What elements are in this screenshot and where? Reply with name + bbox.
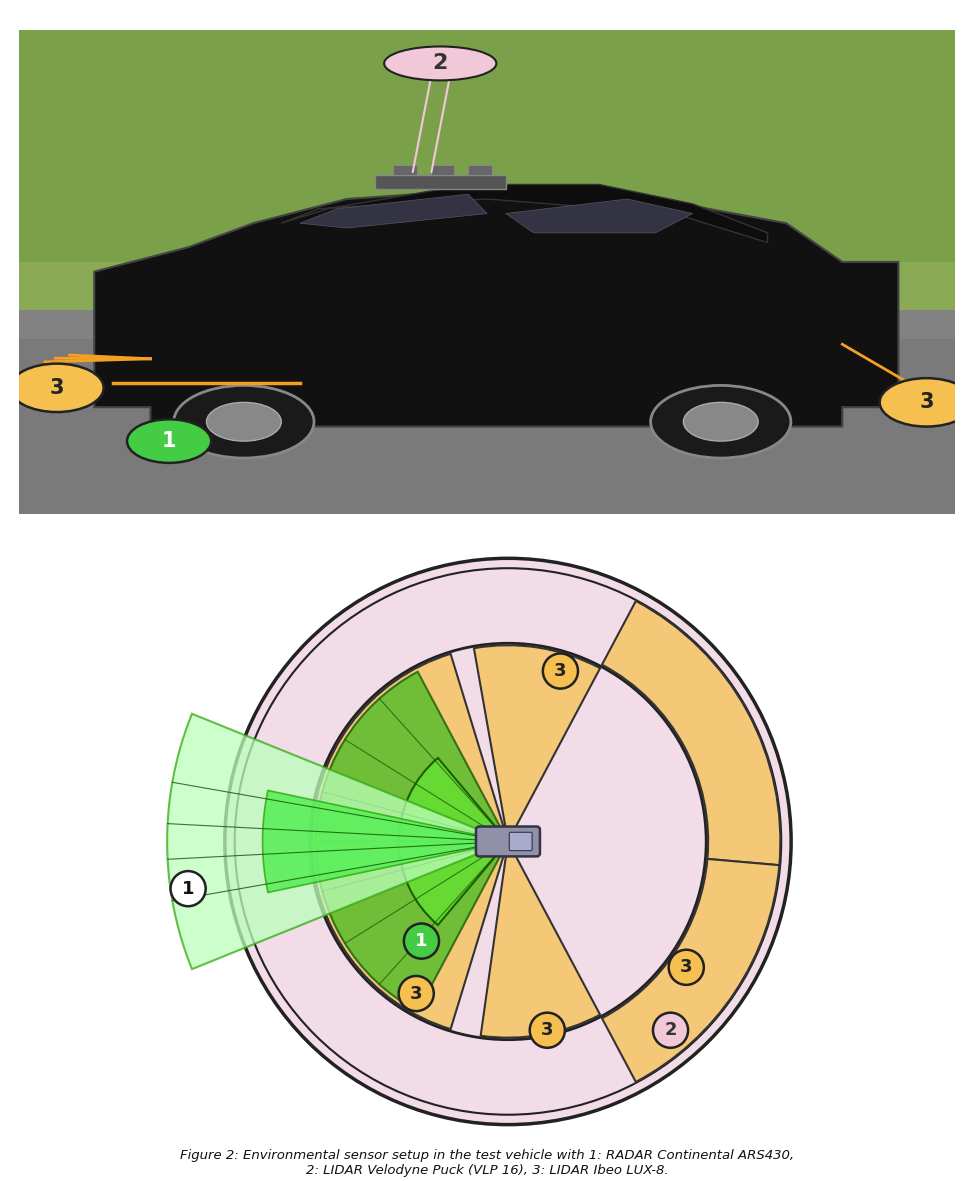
Circle shape — [310, 644, 706, 1039]
Circle shape — [530, 1012, 565, 1048]
Polygon shape — [300, 194, 487, 228]
Bar — [19, 30, 955, 262]
Text: 1: 1 — [162, 431, 176, 451]
Circle shape — [398, 976, 433, 1011]
Polygon shape — [263, 790, 508, 893]
Polygon shape — [281, 184, 768, 242]
Polygon shape — [94, 189, 898, 426]
Wedge shape — [480, 841, 600, 1038]
Wedge shape — [602, 859, 779, 1082]
Circle shape — [653, 1012, 688, 1048]
Text: 3: 3 — [680, 958, 693, 977]
Circle shape — [669, 950, 704, 985]
Ellipse shape — [384, 46, 497, 80]
Bar — [19, 30, 955, 329]
Wedge shape — [602, 601, 780, 866]
Wedge shape — [474, 645, 600, 841]
Circle shape — [10, 364, 103, 412]
Circle shape — [127, 419, 211, 463]
FancyBboxPatch shape — [509, 833, 532, 850]
Circle shape — [404, 924, 439, 959]
Circle shape — [235, 568, 781, 1115]
Circle shape — [651, 385, 791, 458]
Bar — [19, 311, 955, 514]
Text: 3: 3 — [410, 985, 423, 1003]
Text: Figure 2: Environmental sensor setup in the test vehicle with 1: RADAR Continent: Figure 2: Environmental sensor setup in … — [180, 1149, 794, 1177]
Circle shape — [173, 385, 314, 458]
Bar — [393, 165, 417, 175]
Text: 2: 2 — [432, 53, 448, 73]
Text: 3: 3 — [919, 392, 934, 412]
Wedge shape — [316, 672, 508, 1011]
Wedge shape — [399, 758, 508, 925]
Bar — [468, 165, 492, 175]
Polygon shape — [168, 713, 508, 970]
Text: 3: 3 — [50, 378, 64, 398]
Circle shape — [206, 403, 281, 441]
Circle shape — [543, 653, 578, 689]
Circle shape — [225, 559, 791, 1124]
FancyBboxPatch shape — [476, 827, 540, 856]
Polygon shape — [506, 200, 693, 233]
Circle shape — [880, 378, 973, 426]
Wedge shape — [312, 654, 508, 1029]
Text: 1: 1 — [415, 932, 428, 950]
Bar — [431, 165, 454, 175]
Text: 3: 3 — [541, 1022, 553, 1039]
Bar — [19, 311, 955, 339]
Text: 1: 1 — [182, 880, 195, 898]
Bar — [375, 175, 506, 189]
Text: 3: 3 — [554, 663, 567, 680]
Circle shape — [170, 872, 206, 906]
Text: 2: 2 — [664, 1022, 677, 1039]
Circle shape — [684, 403, 758, 441]
